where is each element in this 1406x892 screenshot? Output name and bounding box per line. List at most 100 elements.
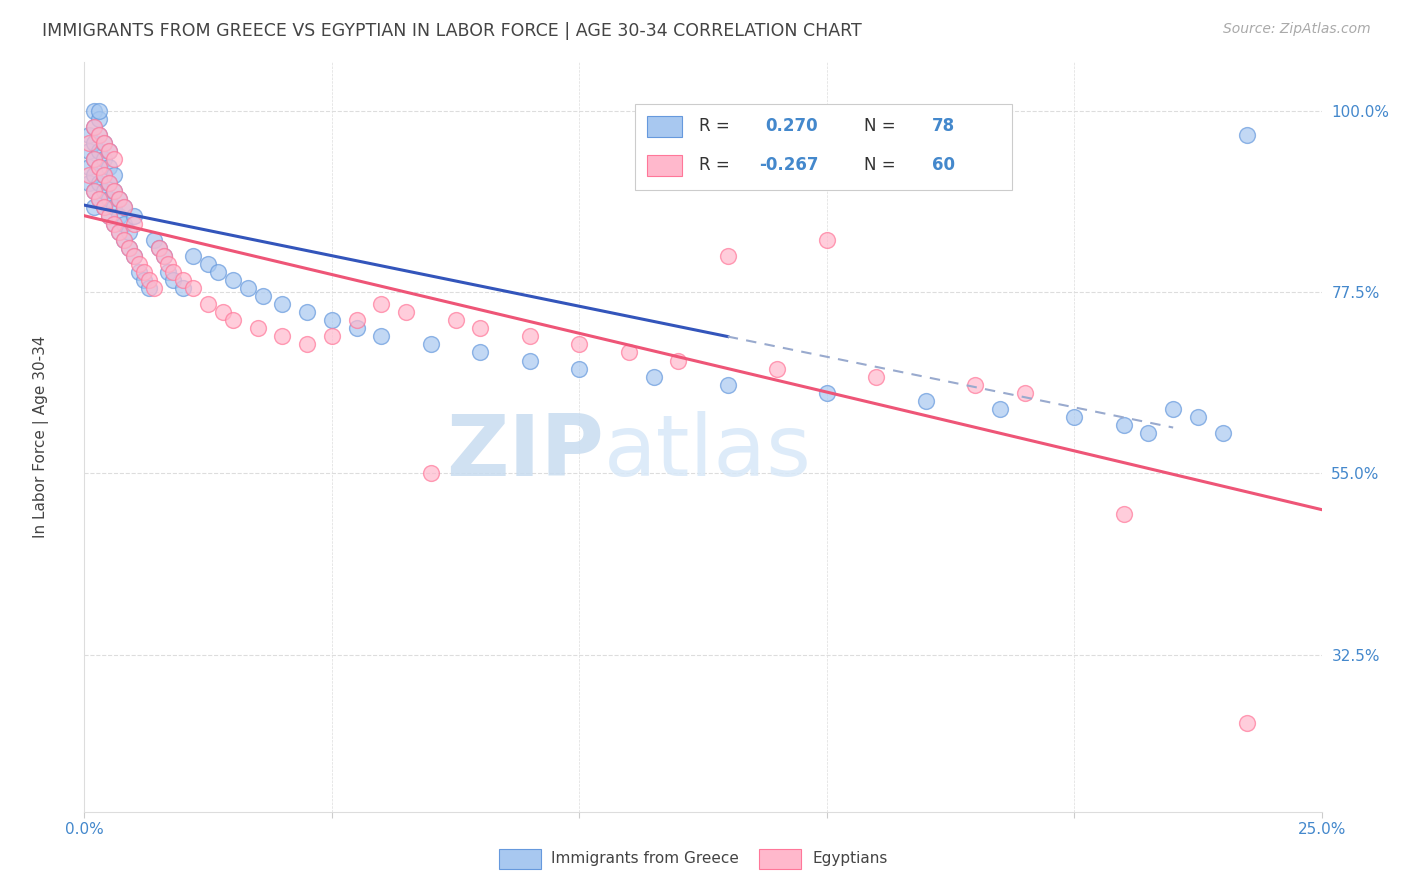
Point [103, 168, 125, 182]
Point [83, 185, 105, 199]
Point [118, 241, 141, 255]
Point [128, 257, 150, 271]
Point [148, 241, 170, 255]
Point [108, 209, 131, 223]
Point [142, 281, 165, 295]
Point [103, 217, 125, 231]
Point [108, 225, 131, 239]
Point [236, 281, 259, 295]
Point [93, 136, 115, 150]
Point [112, 233, 135, 247]
Point [89, 128, 111, 142]
Point [965, 377, 987, 392]
Point [98, 209, 121, 223]
Point [212, 305, 235, 319]
Point [271, 297, 294, 311]
Point [162, 273, 184, 287]
Point [98, 176, 121, 190]
Point [79, 136, 101, 150]
Point [89, 144, 111, 158]
Point [321, 329, 343, 343]
Point [1236, 128, 1258, 142]
Text: R =: R = [699, 156, 735, 174]
Point [83, 120, 105, 134]
Point [108, 193, 131, 207]
Point [222, 273, 245, 287]
Point [112, 217, 135, 231]
Point [419, 467, 441, 481]
Text: atlas: atlas [605, 410, 813, 493]
Point [112, 201, 135, 215]
Point [295, 337, 318, 351]
Text: Egyptians: Egyptians [813, 851, 889, 865]
Point [815, 385, 838, 400]
Text: In Labor Force | Age 30-34: In Labor Force | Age 30-34 [34, 335, 49, 539]
Point [1212, 425, 1234, 440]
Text: Immigrants from Greece: Immigrants from Greece [551, 851, 740, 865]
Point [1236, 716, 1258, 731]
Text: N =: N = [863, 156, 901, 174]
Text: N =: N = [863, 117, 901, 135]
Point [643, 369, 665, 384]
Point [157, 257, 180, 271]
Point [152, 249, 174, 263]
Point [162, 265, 184, 279]
Point [103, 201, 125, 215]
Point [103, 185, 125, 199]
Point [815, 233, 838, 247]
Point [568, 361, 591, 376]
Point [98, 144, 121, 158]
Point [103, 217, 125, 231]
Point [766, 361, 789, 376]
Text: 60: 60 [932, 156, 955, 174]
Point [1014, 385, 1036, 400]
Point [98, 193, 121, 207]
Point [79, 168, 101, 182]
Text: 0.270: 0.270 [765, 117, 817, 135]
Point [142, 233, 165, 247]
Point [103, 185, 125, 199]
Point [181, 281, 204, 295]
FancyBboxPatch shape [647, 154, 682, 176]
Point [252, 289, 274, 303]
Point [172, 273, 194, 287]
Point [865, 369, 887, 384]
Point [83, 120, 105, 134]
Point [128, 265, 150, 279]
Point [79, 144, 101, 158]
Point [118, 241, 141, 255]
Point [89, 176, 111, 190]
Point [717, 377, 740, 392]
Point [108, 193, 131, 207]
Point [89, 112, 111, 126]
Point [89, 193, 111, 207]
Point [181, 249, 204, 263]
Text: R =: R = [699, 117, 735, 135]
Point [89, 128, 111, 142]
Point [132, 273, 155, 287]
Point [295, 305, 318, 319]
Point [246, 321, 269, 335]
Point [419, 337, 441, 351]
Point [83, 201, 105, 215]
Point [395, 305, 418, 319]
Point [118, 225, 141, 239]
Point [914, 120, 936, 134]
Point [89, 193, 111, 207]
Point [83, 152, 105, 166]
Point [271, 329, 294, 343]
Point [138, 273, 160, 287]
Point [83, 103, 105, 118]
Point [93, 185, 115, 199]
Point [79, 176, 101, 190]
Point [197, 257, 219, 271]
Point [122, 249, 145, 263]
Point [346, 313, 368, 327]
Point [444, 313, 467, 327]
Point [470, 345, 492, 359]
Text: -0.267: -0.267 [759, 156, 818, 174]
Point [83, 136, 105, 150]
Point [1187, 409, 1209, 424]
Point [79, 128, 101, 142]
Point [122, 209, 145, 223]
